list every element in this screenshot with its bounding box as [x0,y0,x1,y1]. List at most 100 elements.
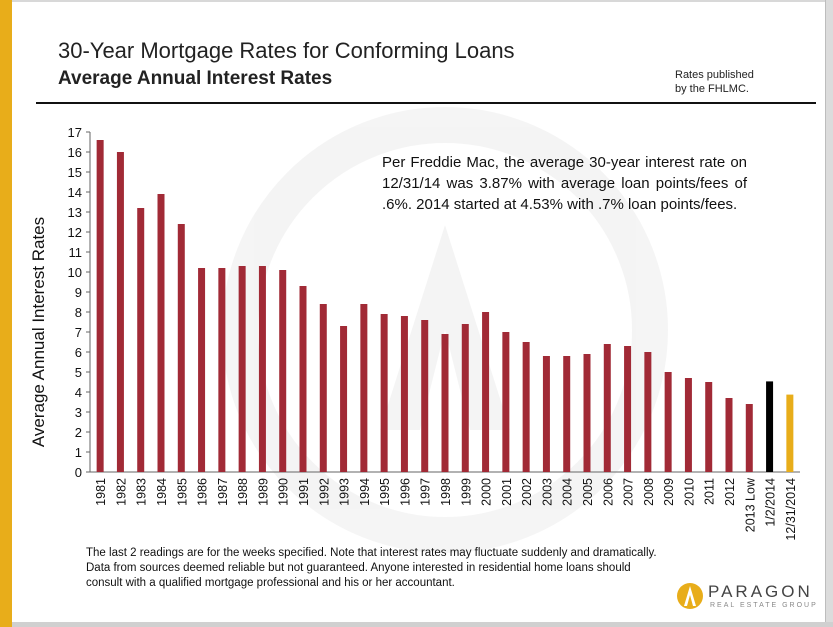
x-tick-label: 1990 [277,478,291,506]
bar [340,326,348,472]
bottom-edge [12,622,833,627]
bar [400,316,408,472]
bar [157,194,165,472]
x-tick-label: 1997 [419,478,433,506]
bar [177,224,185,472]
x-tick-label: 2011 [703,478,717,505]
y-tick-label: 0 [75,465,82,480]
bar [360,304,368,472]
bar [725,398,733,472]
y-tick-label: 3 [75,405,82,420]
y-tick-label: 9 [75,285,82,300]
bar [116,152,124,472]
x-tick-label: 2009 [662,478,676,506]
bar [705,382,713,472]
y-tick-label: 15 [68,165,82,180]
x-tick-label: 2013 Low [743,477,757,532]
x-tick-label: 1994 [358,478,372,506]
y-axis-label: Average Annual Interest Rates [29,217,48,447]
y-tick-label: 12 [68,225,82,240]
x-tick-label: 2008 [642,478,656,506]
x-tick-label: 1988 [236,478,250,506]
x-tick-label: 2005 [581,478,595,506]
y-tick-label: 13 [68,205,82,220]
x-tick-label: 1981 [94,478,108,506]
x-tick-label: 2000 [480,478,494,506]
x-tick-label: 1985 [175,478,189,506]
x-tick-label: 2012 [723,478,737,506]
x-tick-label: 2007 [622,478,636,506]
x-tick-label: 2003 [540,478,554,506]
x-tick-label: 1986 [196,478,210,506]
x-tick-label: 12/31/2014 [784,478,798,541]
bar [664,372,672,472]
y-tick-label: 6 [75,345,82,360]
bar [218,268,226,472]
source-note-line2: by the FHLMC. [675,83,749,95]
top-edge [12,0,833,2]
x-tick-label: 2010 [682,478,696,506]
accent-side-bar [0,0,12,627]
y-tick-label: 4 [75,385,82,400]
bar [542,356,550,472]
bar [380,314,388,472]
x-tick-label: 2004 [561,478,575,506]
bar [563,356,571,472]
paragon-logo-icon [677,583,703,609]
x-tick-label: 1992 [317,478,331,506]
bar [603,344,611,472]
x-tick-label: 1991 [297,478,311,506]
source-note: Rates published by the FHLMC. [675,68,805,96]
y-tick-label: 2 [75,425,82,440]
logo-tagline: REAL ESTATE GROUP [710,602,818,609]
x-tick-label: 1998 [439,478,453,506]
footnote: The last 2 readings are for the weeks sp… [86,547,657,589]
chart-title: 30-Year Mortgage Rates for Conforming Lo… [58,38,515,63]
x-tick-label: 1995 [378,478,392,506]
bar [624,346,632,472]
x-tick-label: 1987 [216,478,230,506]
chart-subtitle: Average Annual Interest Rates [58,68,333,89]
bar-series [96,140,794,472]
bar [502,332,510,472]
x-tick-label: 1993 [338,478,352,506]
y-tick-label: 7 [75,325,82,340]
y-tick-label: 8 [75,305,82,320]
bar [421,320,429,472]
bar [319,304,327,472]
bar [766,381,774,472]
y-tick-label: 5 [75,365,82,380]
y-tick-label: 17 [68,125,82,140]
logo-wordmark: PARAGON [708,582,813,601]
x-tick-label: 1/2/2014 [764,478,778,527]
bar [684,378,692,472]
bar [644,352,652,472]
x-tick-label: 2001 [500,478,514,506]
bar [441,334,449,472]
bar [238,266,246,472]
bar [279,270,287,472]
x-tick-label: 2002 [520,478,534,506]
right-edge [825,0,833,627]
y-tick-label: 16 [68,145,82,160]
bar [482,312,490,472]
chart-annotation: Per Freddie Mac, the average 30-year int… [382,154,747,213]
source-note-line1: Rates published [675,69,754,81]
x-axis-ticks: 1981 1982 1983 1984 1985 1986 1987 1988 1989 1990… [94,477,798,541]
bar [198,268,206,472]
bar [786,394,794,472]
y-tick-label: 14 [68,185,82,200]
header-divider [36,102,816,104]
bar [522,342,530,472]
x-tick-label: 1984 [155,478,169,506]
bar [299,286,307,472]
x-tick-label: 1982 [114,478,128,506]
y-tick-label: 10 [68,265,82,280]
x-tick-label: 1999 [459,478,473,506]
bar [745,404,753,472]
paragon-logo: PARAGON REAL ESTATE GROUP [676,578,826,618]
bar [461,324,469,472]
